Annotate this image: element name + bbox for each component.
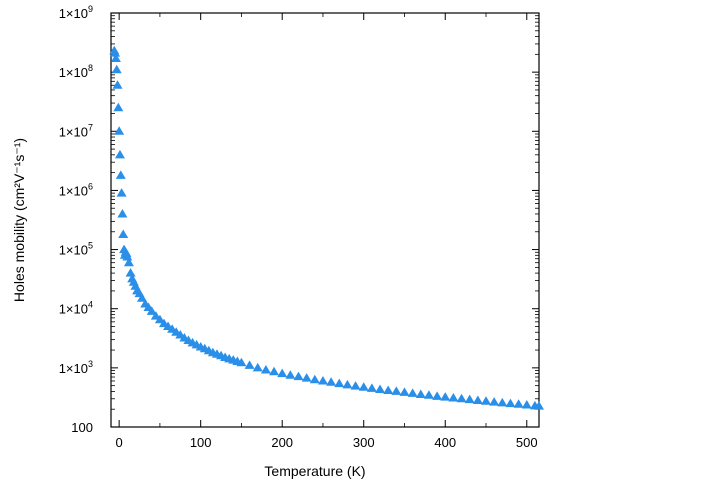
data-point (391, 386, 402, 395)
y-tick-label: 1×109 (59, 4, 93, 21)
data-point (117, 208, 128, 218)
data-point (464, 394, 475, 404)
data-point (236, 357, 247, 367)
data-point (513, 399, 524, 408)
data-point (309, 374, 320, 384)
data-point (448, 392, 459, 402)
data-point (125, 268, 136, 277)
data-series-markers (109, 45, 544, 410)
data-point (244, 360, 255, 369)
x-tick-label: 0 (116, 435, 123, 450)
data-point (136, 293, 147, 302)
data-point (534, 401, 544, 410)
data-point (154, 314, 165, 324)
data-point (497, 397, 508, 407)
data-point (260, 364, 271, 374)
data-point (489, 397, 500, 406)
data-point (383, 385, 394, 394)
data-point (122, 251, 133, 261)
data-point (113, 102, 124, 112)
data-point (415, 389, 426, 398)
data-point (118, 229, 129, 238)
data-point (252, 362, 263, 372)
data-point (375, 384, 386, 394)
data-point (114, 126, 125, 135)
data-point (432, 391, 443, 400)
data-point (115, 170, 126, 179)
data-point (358, 382, 369, 391)
x-tick-label: 300 (353, 435, 375, 450)
data-point (146, 306, 157, 315)
data-point (407, 388, 418, 397)
y-tick-label: 1×108 (59, 63, 93, 80)
data-point (350, 381, 361, 390)
x-tick-label: 400 (434, 435, 456, 450)
y-tick-label: 1×105 (59, 241, 93, 258)
data-point (285, 370, 296, 379)
data-point (114, 149, 125, 159)
data-point (521, 400, 532, 409)
data-point (293, 371, 304, 381)
y-axis-label: Holes mobility (cm²V⁻¹s⁻¹) (11, 138, 27, 302)
data-point (472, 395, 483, 405)
data-point (110, 53, 121, 63)
y-tick-label: 1×106 (59, 181, 93, 198)
y-tick-label: 1×107 (59, 122, 93, 139)
data-point (399, 387, 410, 396)
data-point (505, 398, 516, 408)
data-point (342, 379, 353, 389)
data-point (110, 48, 121, 57)
data-point (301, 373, 312, 382)
y-tick-label: 1×103 (59, 359, 93, 376)
data-point (112, 80, 123, 89)
x-tick-label: 200 (271, 435, 293, 450)
data-point (366, 383, 377, 392)
data-point (440, 392, 451, 401)
y-tick-label: 1×104 (59, 300, 93, 317)
x-axis-label: Temperature (K) (264, 463, 365, 479)
plot-area-frame (110, 12, 540, 428)
data-point (326, 377, 337, 386)
data-point (334, 378, 345, 388)
data-point (456, 393, 467, 403)
data-point (317, 375, 328, 385)
data-point (116, 188, 127, 197)
data-point (269, 366, 280, 376)
y-axis-ticks: 100 1×103 1×104 1×105 1×106 1×107 1×108 1×109 (59, 4, 539, 435)
x-tick-label: 100 (190, 435, 212, 450)
x-axis-ticks: 0 100 200 300 400 500 (116, 13, 538, 450)
data-point (123, 257, 134, 267)
data-point (111, 64, 122, 74)
x-tick-label: 500 (516, 435, 538, 450)
data-point (481, 396, 492, 405)
data-point (277, 368, 288, 378)
data-point (423, 390, 434, 399)
y-tick-label: 100 (71, 420, 93, 435)
